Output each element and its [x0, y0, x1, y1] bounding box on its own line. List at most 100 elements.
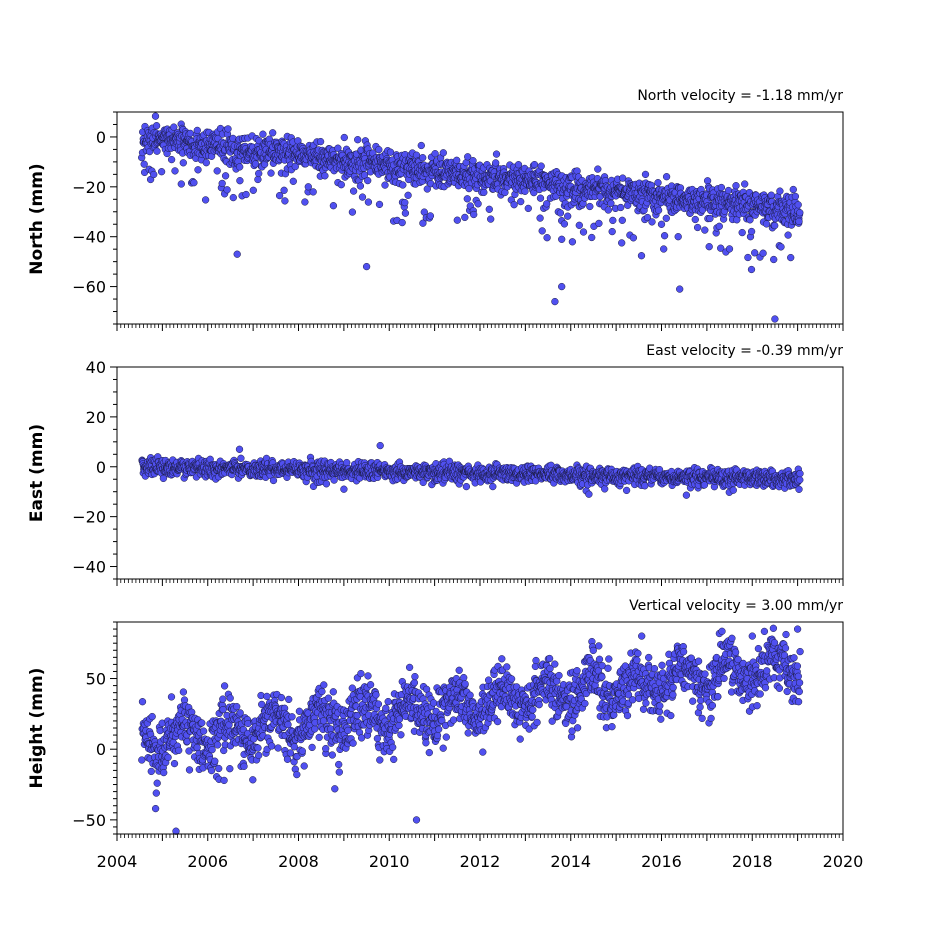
y-tick-label: −20 — [72, 508, 106, 527]
data-point — [381, 181, 389, 189]
data-point — [795, 217, 803, 226]
data-point — [242, 190, 250, 199]
data-point — [461, 213, 469, 222]
data-point — [147, 767, 155, 776]
data-point — [219, 695, 227, 703]
data-point — [179, 688, 188, 696]
data-point — [244, 719, 252, 728]
data-point — [787, 253, 795, 262]
data-point — [423, 185, 431, 193]
data-point — [167, 155, 176, 164]
data-point — [517, 197, 525, 206]
data-point — [796, 476, 804, 484]
data-point — [480, 188, 488, 197]
data-point — [586, 202, 594, 211]
x-tick-label: 2010 — [369, 852, 410, 871]
outlier-point — [340, 485, 348, 493]
data-point — [725, 245, 734, 253]
data-point — [171, 167, 179, 175]
data-point — [641, 170, 650, 179]
data-point — [152, 122, 161, 130]
x-tick-label: 2018 — [732, 852, 773, 871]
data-point — [453, 216, 461, 224]
data-point — [237, 454, 245, 462]
data-point — [622, 486, 631, 495]
data-point — [510, 201, 518, 209]
outlier-point — [233, 250, 241, 258]
data-point — [249, 776, 257, 784]
data-point — [304, 183, 312, 191]
data-point — [183, 737, 191, 746]
data-point — [558, 235, 566, 243]
data-point — [291, 162, 299, 171]
data-point — [693, 223, 702, 232]
data-point — [295, 707, 304, 715]
data-point — [795, 485, 803, 493]
data-point — [657, 220, 666, 228]
data-point — [701, 226, 709, 234]
data-point — [153, 779, 161, 787]
data-point — [431, 150, 439, 158]
data-point — [524, 204, 532, 213]
x-tick-label: 2016 — [641, 852, 682, 871]
panel-north: North velocity = -1.18 mm/yr North (mm) … — [27, 88, 844, 331]
data-point — [608, 227, 616, 236]
data-point — [138, 698, 147, 706]
data-point — [492, 150, 501, 158]
data-point — [419, 219, 427, 227]
outlier-point — [771, 315, 779, 323]
data-point — [208, 746, 216, 754]
data-point — [281, 197, 289, 205]
data-point — [674, 233, 682, 241]
data-point — [543, 234, 551, 242]
data-point — [194, 166, 202, 174]
data-point — [419, 154, 427, 162]
data-point — [744, 253, 752, 262]
data-point — [641, 482, 649, 490]
y-tick-label: 40 — [86, 358, 106, 377]
data-point — [263, 692, 271, 701]
x-tick-label: 2020 — [823, 852, 864, 871]
data-point — [255, 169, 263, 178]
data-point — [729, 486, 737, 494]
y-tick-label: −40 — [72, 228, 106, 247]
data-point — [662, 173, 671, 181]
y-tick-label: −50 — [72, 811, 106, 830]
data-point — [401, 209, 410, 217]
data-point — [771, 221, 779, 230]
outlier-point — [551, 297, 559, 306]
data-point — [703, 177, 712, 185]
data-point — [179, 159, 187, 167]
data-point — [236, 177, 244, 185]
data-point — [316, 137, 325, 146]
data-point — [706, 214, 714, 223]
data-point — [637, 252, 646, 260]
data-point — [275, 191, 284, 200]
data-point — [201, 196, 210, 204]
data-point — [268, 742, 276, 750]
data-point — [747, 265, 756, 274]
data-point — [308, 743, 316, 752]
data-point — [215, 764, 223, 773]
data-point — [288, 713, 296, 721]
data-point — [300, 762, 308, 770]
data-point — [575, 221, 583, 229]
data-point — [156, 726, 164, 735]
data-point — [170, 123, 178, 131]
data-point — [738, 228, 746, 237]
data-point — [249, 186, 257, 194]
data-point — [193, 126, 201, 135]
data-point — [560, 220, 569, 228]
data-point — [175, 746, 183, 755]
data-point — [190, 179, 198, 187]
data-point — [322, 480, 331, 488]
data-point — [337, 181, 345, 189]
outlier-point — [376, 441, 384, 450]
data-point — [453, 156, 461, 164]
data-point — [474, 200, 482, 208]
data-point — [660, 245, 668, 253]
data-point — [334, 144, 342, 152]
data-point — [463, 195, 471, 203]
data-point — [796, 469, 804, 478]
